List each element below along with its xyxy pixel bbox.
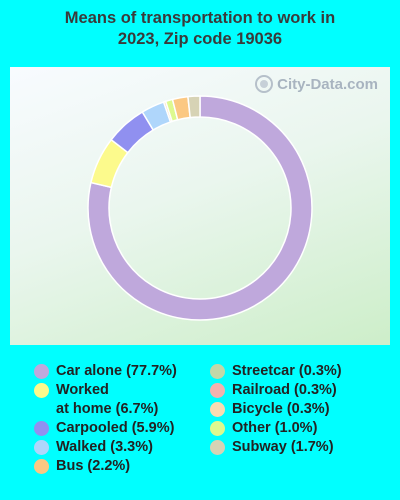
watermark-logo-icon xyxy=(255,75,274,93)
legend-label-walked: Walked (3.3%) xyxy=(56,439,153,455)
legend-label-bus: Bus (2.2%) xyxy=(56,458,131,474)
legend-item-walked: Walked (3.3%) xyxy=(34,438,177,457)
plot-area: City-Data.com xyxy=(10,67,390,345)
legend-swatch-subway xyxy=(210,440,225,455)
legend-item-streetcar: Streetcar (0.3%) xyxy=(210,362,342,381)
legend-label-streetcar: Streetcar (0.3%) xyxy=(232,363,342,379)
legend-swatch-other xyxy=(210,421,225,436)
legend: Car alone (77.7%) Worked at home (6.7%) … xyxy=(0,362,400,492)
legend-item-subway: Subway (1.7%) xyxy=(210,438,342,457)
legend-label-worked-at-home: Worked xyxy=(56,382,109,398)
legend-item-bus: Bus (2.2%) xyxy=(34,457,177,476)
chart-title-line1: Means of transportation to work in xyxy=(64,9,336,27)
legend-swatch-bicycle xyxy=(210,402,225,417)
legend-column-left: Car alone (77.7%) Worked at home (6.7%) … xyxy=(34,362,177,476)
chart-title-line2: 2023, Zip code 19036 xyxy=(117,30,283,48)
watermark-text: City-Data.com xyxy=(277,75,378,93)
donut-chart xyxy=(87,95,313,321)
donut-slice-subway xyxy=(187,95,201,119)
legend-label-railroad: Railroad (0.3%) xyxy=(232,382,337,398)
legend-item-other: Other (1.0%) xyxy=(210,419,342,438)
legend-item-bicycle: Bicycle (0.3%) xyxy=(210,400,342,419)
legend-label-subway: Subway (1.7%) xyxy=(232,439,334,455)
legend-label-bicycle: Bicycle (0.3%) xyxy=(232,401,330,417)
legend-swatch-worked-at-home xyxy=(34,383,49,398)
legend-swatch-streetcar xyxy=(210,364,225,379)
legend-label-car-alone: Car alone (77.7%) xyxy=(56,363,177,379)
legend-label-worked-at-home-line2: at home (6.7%) xyxy=(56,401,159,417)
legend-swatch-bus xyxy=(34,459,49,474)
legend-swatch-car-alone xyxy=(34,364,49,379)
legend-label-carpooled: Carpooled (5.9%) xyxy=(56,420,175,436)
legend-label-other: Other (1.0%) xyxy=(232,420,318,436)
legend-item-car-alone: Car alone (77.7%) xyxy=(34,362,177,381)
legend-swatch-railroad xyxy=(210,383,225,398)
chart-title: Means of transportation to work in 2023,… xyxy=(0,8,400,50)
legend-item-railroad: Railroad (0.3%) xyxy=(210,381,342,400)
donut-slice-car-alone xyxy=(87,95,313,321)
legend-item-worked-at-home: Worked at home (6.7%) xyxy=(34,381,177,419)
legend-column-right: Streetcar (0.3%) Railroad (0.3%) Bicycle… xyxy=(210,362,342,457)
legend-item-carpooled: Carpooled (5.9%) xyxy=(34,419,177,438)
legend-swatch-carpooled xyxy=(34,421,49,436)
legend-swatch-walked xyxy=(34,440,49,455)
watermark: City-Data.com xyxy=(255,75,378,93)
